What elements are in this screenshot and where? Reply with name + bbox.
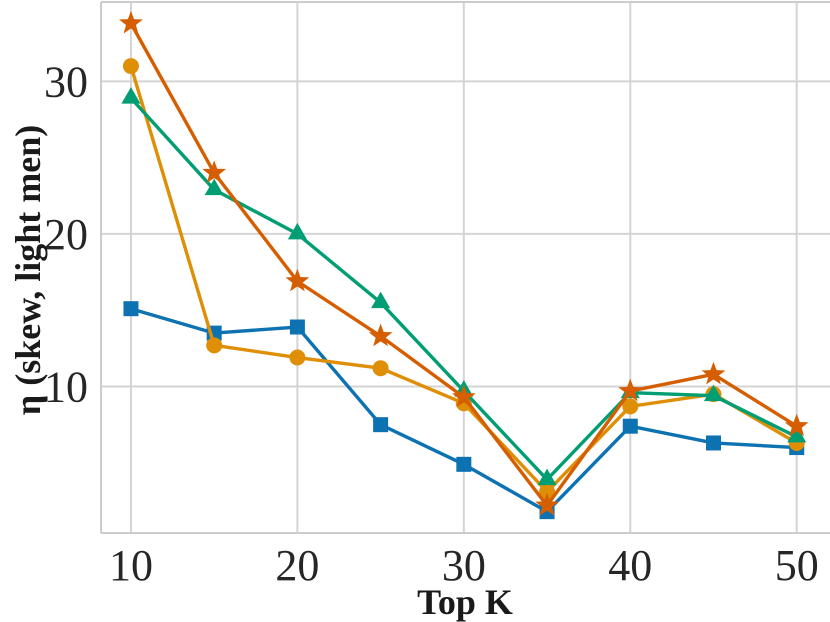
ytick-label-10: 10: [44, 363, 88, 412]
x-axis-label: Top K: [417, 582, 513, 622]
xtick-label-30: 30: [442, 541, 486, 590]
y-axis-label: η (skew, light men): [8, 125, 48, 415]
blue-square-series: [123, 301, 805, 520]
green-triangle-series-marker: [787, 425, 807, 443]
series-layer: [119, 10, 809, 520]
red-star-series-marker: [701, 361, 726, 385]
red-star-series-marker: [451, 384, 476, 408]
red-star-series-marker: [285, 268, 310, 292]
green-triangle-series-marker: [371, 291, 391, 309]
green-triangle-series-marker: [537, 468, 557, 486]
ytick-label-30: 30: [44, 57, 88, 106]
ytick-label-20: 20: [44, 210, 88, 259]
xtick-label-50: 50: [775, 541, 819, 590]
red-star-series: [119, 10, 809, 516]
blue-square-series-marker: [705, 435, 721, 451]
blue-square-series-marker: [373, 417, 389, 433]
blue-square-series-marker: [622, 418, 638, 434]
red-star-series-marker: [368, 323, 393, 347]
red-star-series-marker: [784, 413, 809, 437]
green-triangle-series-marker: [287, 222, 307, 240]
orange-circle-series-marker: [539, 483, 556, 500]
xtick-label-10: 10: [109, 541, 153, 590]
orange-circle-series-marker: [372, 360, 389, 377]
orange-circle-series-marker: [206, 337, 223, 354]
green-triangle-series-marker: [121, 87, 141, 104]
green-triangle-series-marker: [703, 384, 724, 402]
orange-circle-series-marker: [289, 349, 306, 366]
red-star-series-marker: [202, 160, 227, 184]
axes-spines: [100, 1, 830, 534]
blue-square-series-marker: [289, 319, 305, 335]
orange-circle-series-marker: [622, 398, 639, 415]
blue-square-series-marker: [123, 301, 139, 317]
grid-layer: [101, 2, 830, 533]
red-star-series-marker: [618, 378, 643, 402]
blue-square-series-marker: [456, 456, 472, 472]
green-triangle-series-marker: [204, 178, 224, 196]
orange-circle-series-marker: [122, 58, 139, 75]
xtick-label-40: 40: [608, 541, 652, 590]
red-star-series-marker: [535, 493, 559, 516]
xtick-label-20: 20: [275, 541, 319, 590]
red-star-series-marker: [119, 10, 143, 34]
tick-labels: 10 20 30 40 50 10 20 30: [44, 57, 819, 590]
